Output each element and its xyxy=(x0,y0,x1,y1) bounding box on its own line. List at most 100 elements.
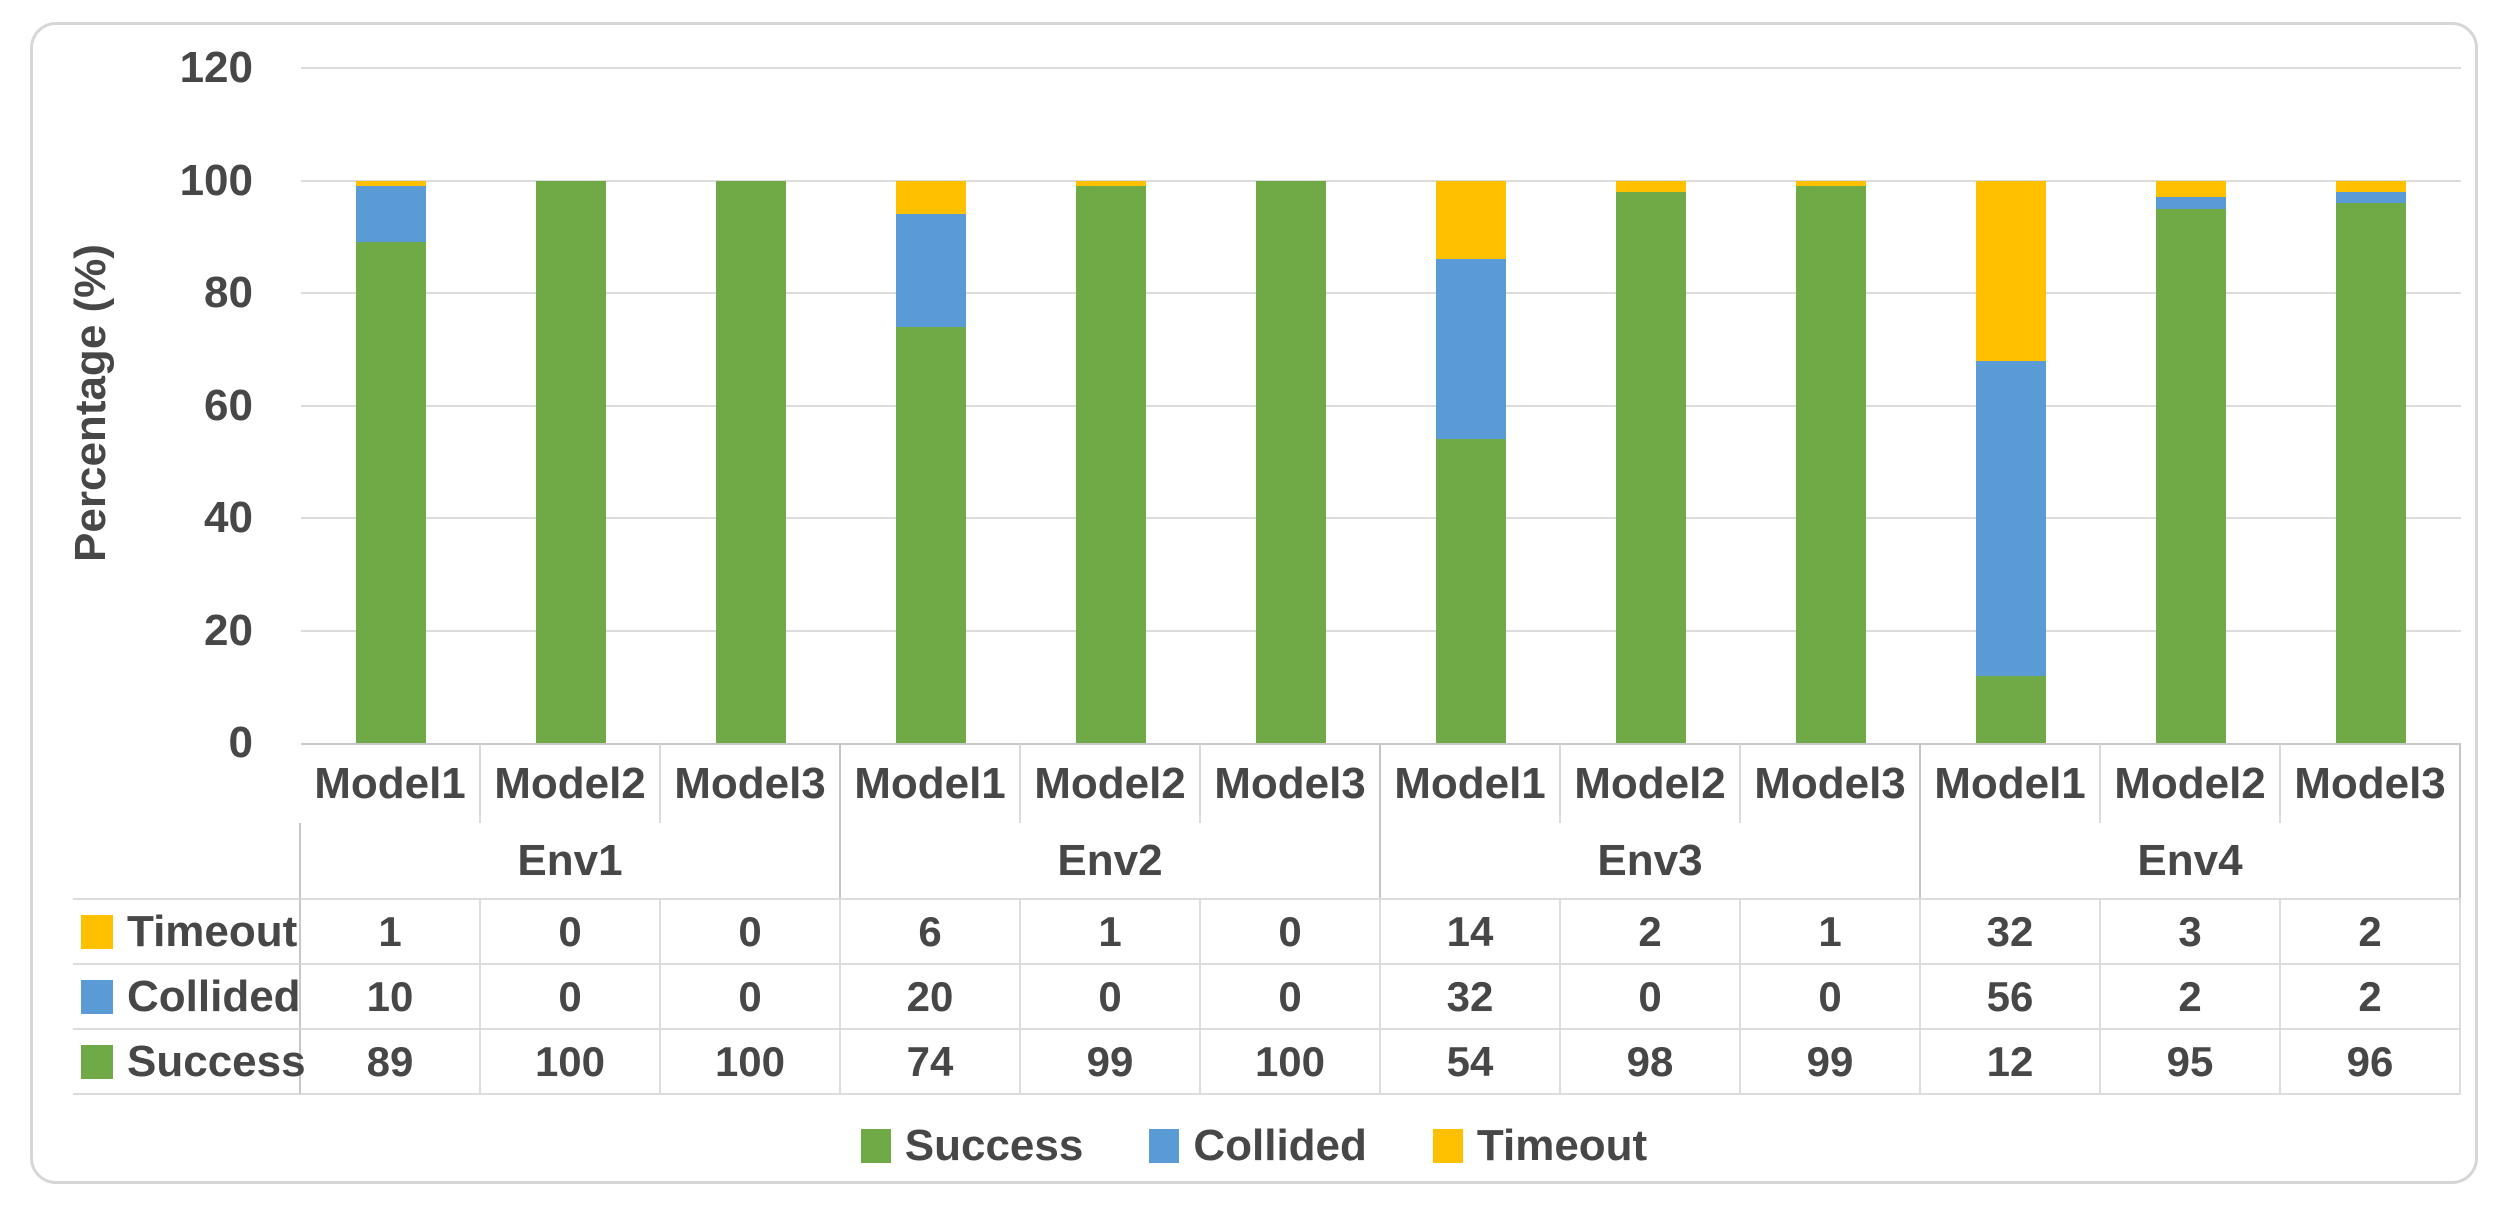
stacked-bar xyxy=(896,180,966,743)
bar-segment-timeout xyxy=(1616,180,1686,192)
table-value-cell: 99 xyxy=(1021,1028,1201,1095)
stacked-bar xyxy=(2156,180,2226,743)
model-header: Model3 xyxy=(1741,743,1921,823)
table-value-cell: 6 xyxy=(841,898,1021,963)
table-value-cell: 12 xyxy=(1921,1028,2101,1095)
table-value-cell: 89 xyxy=(301,1028,481,1095)
legend-label: Success xyxy=(904,1121,1084,1170)
y-tick-label: 80 xyxy=(204,268,253,317)
stacked-bar xyxy=(1976,180,2046,743)
timeout-swatch xyxy=(81,914,113,949)
legend-item-success: Success xyxy=(860,1121,1084,1171)
series-row-label: Timeout xyxy=(73,898,301,963)
success-legend-swatch xyxy=(860,1129,891,1163)
table-value-cell: 56 xyxy=(1921,963,2101,1028)
legend-item-collided: Collided xyxy=(1149,1121,1367,1171)
table-value-cell: 0 xyxy=(661,898,841,963)
legend-item-timeout: Timeout xyxy=(1432,1121,1648,1171)
y-tick-label: 100 xyxy=(179,155,253,205)
bar-slot-env3-model1 xyxy=(1381,68,1561,743)
bar-segment-success xyxy=(1976,675,2046,743)
bar-segment-timeout xyxy=(1076,180,1146,187)
env-header: Env2 xyxy=(841,823,1381,898)
y-tick-label: 0 xyxy=(228,718,253,767)
table-value-cell: 1 xyxy=(1741,898,1921,963)
gridline xyxy=(301,517,2461,519)
model-header: Model1 xyxy=(1381,743,1561,823)
table-env-blank xyxy=(73,823,301,898)
table-value-cell: 2 xyxy=(1561,898,1741,963)
series-row-label-text: Success xyxy=(127,1036,306,1086)
bar-segment-timeout xyxy=(1976,180,2046,361)
bar-slot-env1-model3 xyxy=(661,68,841,743)
y-tick-label: 40 xyxy=(204,493,253,542)
bar-segment-success xyxy=(1616,191,1686,743)
table-value-cell: 0 xyxy=(1741,963,1921,1028)
table-value-cell: 96 xyxy=(2281,1028,2461,1095)
gridline xyxy=(301,404,2461,407)
gridline xyxy=(301,629,2461,632)
table-value-cell: 0 xyxy=(661,963,841,1028)
env-header: Env1 xyxy=(301,823,841,898)
table-value-cell: 74 xyxy=(841,1028,1021,1095)
bar-segment-success xyxy=(896,326,966,743)
gridline xyxy=(301,292,2461,294)
bar-slot-env1-model1 xyxy=(301,68,481,743)
stacked-bar xyxy=(1076,180,1146,743)
bar-segment-collided xyxy=(2156,197,2226,209)
table-value-cell: 99 xyxy=(1741,1028,1921,1095)
table-value-cell: 100 xyxy=(661,1028,841,1095)
legend-label: Timeout xyxy=(1476,1121,1648,1170)
model-header: Model3 xyxy=(661,743,841,823)
bar-segment-success xyxy=(2156,208,2226,743)
model-header: Model2 xyxy=(481,743,661,823)
table-value-cell: 100 xyxy=(1201,1028,1381,1095)
table-value-cell: 2 xyxy=(2281,963,2461,1028)
gridline xyxy=(301,179,2461,182)
plot-area xyxy=(301,68,2461,743)
series-row-label: Collided xyxy=(73,963,301,1028)
bar-segment-collided xyxy=(896,214,966,327)
table-value-cell: 14 xyxy=(1381,898,1561,963)
bar-segment-timeout xyxy=(2156,180,2226,198)
bar-segment-success xyxy=(716,180,786,743)
table-value-cell: 2 xyxy=(2281,898,2461,963)
table-value-cell: 32 xyxy=(1921,898,2101,963)
table-value-cell: 95 xyxy=(2101,1028,2281,1095)
chart-legend: Success Collided Timeout xyxy=(33,1117,2475,1175)
bar-segment-success xyxy=(2336,203,2406,743)
table-value-cell: 0 xyxy=(1201,898,1381,963)
table-value-cell: 98 xyxy=(1561,1028,1741,1095)
table-value-cell: 0 xyxy=(1561,963,1741,1028)
bar-slot-env4-model2 xyxy=(2101,68,2281,743)
bar-slot-env4-model3 xyxy=(2281,68,2461,743)
table-value-cell: 0 xyxy=(481,963,661,1028)
success-swatch xyxy=(81,1044,113,1079)
env-header: Env4 xyxy=(1921,823,2461,898)
bar-segment-success xyxy=(356,242,426,743)
stacked-bar xyxy=(356,180,426,743)
bar-slot-env3-model2 xyxy=(1561,68,1741,743)
bar-segment-success xyxy=(1796,186,1866,743)
bar-segment-success xyxy=(536,180,606,743)
stacked-bar xyxy=(1256,180,1326,743)
bar-slot-env2-model1 xyxy=(841,68,1021,743)
bar-segment-collided xyxy=(1436,259,1506,440)
bar-segment-success xyxy=(1436,439,1506,743)
model-header: Model3 xyxy=(2281,743,2461,823)
model-header: Model3 xyxy=(1201,743,1381,823)
y-tick-label: 20 xyxy=(204,605,253,655)
table-value-cell: 100 xyxy=(481,1028,661,1095)
table-corner-blank xyxy=(73,743,301,823)
table-value-cell: 0 xyxy=(1201,963,1381,1028)
bar-slot-env2-model2 xyxy=(1021,68,1201,743)
bar-segment-success xyxy=(1076,186,1146,743)
table-value-cell: 3 xyxy=(2101,898,2281,963)
bar-slot-env1-model2 xyxy=(481,68,661,743)
bar-segment-collided xyxy=(1976,360,2046,676)
bar-segment-timeout xyxy=(896,180,966,215)
model-header: Model2 xyxy=(2101,743,2281,823)
table-value-cell: 2 xyxy=(2101,963,2281,1028)
table-value-cell: 54 xyxy=(1381,1028,1561,1095)
collided-swatch xyxy=(81,979,113,1014)
